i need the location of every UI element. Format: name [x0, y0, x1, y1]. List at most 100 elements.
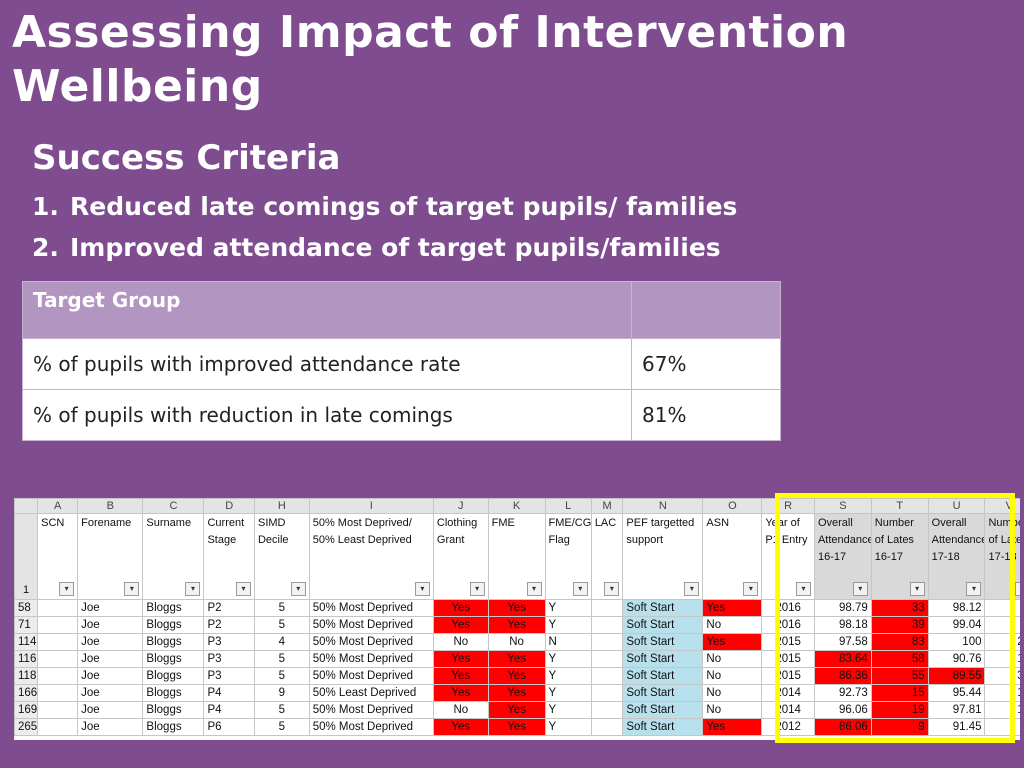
filter-dropdown-icon[interactable]: ▾ [290, 582, 306, 596]
table-cell[interactable]: No [702, 667, 763, 685]
table-cell[interactable]: P3 [203, 633, 255, 651]
table-cell[interactable]: 4 [253, 633, 310, 651]
table-cell[interactable]: No [702, 701, 763, 719]
table-cell[interactable]: Y [544, 718, 592, 736]
filter-dropdown-icon[interactable]: ▾ [414, 582, 430, 596]
table-cell[interactable]: Soft Start [622, 667, 704, 685]
table-cell[interactable]: Soft Start [622, 701, 704, 719]
table-cell[interactable]: P4 [203, 684, 255, 702]
table-cell[interactable]: Y [544, 616, 592, 634]
table-cell[interactable]: Joe [77, 667, 144, 685]
filter-dropdown-icon[interactable]: ▾ [235, 582, 251, 596]
table-cell[interactable]: Yes [432, 616, 489, 634]
column-letter[interactable]: J [432, 498, 489, 514]
table-cell[interactable]: Y [544, 684, 592, 702]
column-letter[interactable]: M [590, 498, 624, 514]
table-cell[interactable]: Yes [432, 684, 489, 702]
table-cell[interactable] [37, 701, 79, 719]
table-cell[interactable]: 100 [927, 633, 986, 651]
table-cell[interactable] [590, 667, 624, 685]
table-cell[interactable]: 50% Least Deprived [308, 684, 434, 702]
table-cell[interactable]: 91.45 [927, 718, 986, 736]
table-cell[interactable]: P4 [203, 701, 255, 719]
table-cell[interactable]: P2 [203, 616, 255, 634]
table-cell[interactable]: Bloggs [142, 599, 205, 617]
filter-dropdown-icon[interactable]: ▾ [795, 582, 811, 596]
table-cell[interactable]: 5 [253, 650, 310, 668]
table-cell[interactable] [37, 667, 79, 685]
table-cell[interactable]: Yes [487, 718, 546, 736]
filter-dropdown-icon[interactable]: ▾ [909, 582, 925, 596]
filter-dropdown-icon[interactable]: ▾ [966, 582, 982, 596]
table-cell[interactable]: Yes [432, 667, 489, 685]
table-cell[interactable]: 86.06 [813, 718, 872, 736]
table-cell[interactable] [590, 616, 624, 634]
corner-cell[interactable] [14, 498, 39, 514]
column-letter[interactable]: D [203, 498, 255, 514]
column-letter[interactable]: H [253, 498, 310, 514]
table-cell[interactable]: Yes [487, 684, 546, 702]
table-cell[interactable]: 9 [870, 718, 929, 736]
table-cell[interactable]: Soft Start [622, 616, 704, 634]
row-number[interactable]: 71 [14, 616, 39, 634]
table-cell[interactable]: No [702, 684, 763, 702]
table-cell[interactable]: 2014 [761, 684, 815, 702]
table-cell[interactable]: Joe [77, 599, 144, 617]
table-cell[interactable] [37, 650, 79, 668]
filter-dropdown-icon[interactable]: ▾ [185, 582, 201, 596]
table-cell[interactable]: Yes [487, 650, 546, 668]
table-cell[interactable]: No [487, 633, 546, 651]
table-cell[interactable]: 97.81 [927, 701, 986, 719]
table-cell[interactable]: 5 [253, 718, 310, 736]
filter-dropdown-icon[interactable]: ▾ [59, 582, 75, 596]
table-cell[interactable]: No [702, 650, 763, 668]
row-number[interactable]: 58 [14, 599, 39, 617]
table-cell[interactable]: Joe [77, 650, 144, 668]
table-cell[interactable]: 2015 [761, 667, 815, 685]
column-letter[interactable]: U [927, 498, 986, 514]
table-cell[interactable]: 2014 [761, 701, 815, 719]
table-cell[interactable]: Yes [432, 650, 489, 668]
table-cell[interactable]: Yes [702, 599, 763, 617]
table-cell[interactable]: 55 [870, 667, 929, 685]
filter-dropdown-icon[interactable]: ▾ [526, 582, 542, 596]
column-letter[interactable]: K [487, 498, 546, 514]
table-cell[interactable]: 50% Most Deprived [308, 599, 434, 617]
row-number[interactable]: 1 [14, 513, 39, 600]
table-cell[interactable]: Yes [487, 701, 546, 719]
table-cell[interactable]: No [432, 633, 489, 651]
table-cell[interactable] [37, 599, 79, 617]
column-letter[interactable]: N [622, 498, 704, 514]
filter-dropdown-icon[interactable]: ▾ [469, 582, 485, 596]
column-letter[interactable]: B [77, 498, 144, 514]
table-cell[interactable]: Bloggs [142, 684, 205, 702]
table-cell[interactable]: Yes [487, 667, 546, 685]
filter-dropdown-icon[interactable]: ▾ [1015, 582, 1020, 596]
table-cell[interactable]: 39 [870, 616, 929, 634]
table-cell[interactable]: Soft Start [622, 718, 704, 736]
column-letter[interactable]: S [813, 498, 872, 514]
table-cell[interactable]: 50% Most Deprived [308, 667, 434, 685]
table-cell[interactable] [590, 650, 624, 668]
filter-active-icon[interactable]: ▾ [684, 582, 700, 596]
filter-dropdown-icon[interactable]: ▾ [604, 582, 620, 596]
table-cell[interactable]: P3 [203, 667, 255, 685]
table-cell[interactable]: 83.64 [813, 650, 872, 668]
table-cell[interactable]: 5 [253, 701, 310, 719]
table-cell[interactable]: Yes [487, 616, 546, 634]
column-letter[interactable]: T [870, 498, 929, 514]
table-cell[interactable]: 5 [253, 667, 310, 685]
table-cell[interactable]: Bloggs [142, 701, 205, 719]
table-cell[interactable] [590, 633, 624, 651]
table-cell[interactable] [590, 684, 624, 702]
table-cell[interactable]: Soft Start [622, 633, 704, 651]
table-cell[interactable]: P2 [203, 599, 255, 617]
column-letter[interactable]: I [308, 498, 434, 514]
column-letter[interactable]: C [142, 498, 205, 514]
row-number[interactable]: 114 [14, 633, 39, 651]
row-number[interactable]: 118 [14, 667, 39, 685]
row-number[interactable]: 116 [14, 650, 39, 668]
table-cell[interactable]: 50% Most Deprived [308, 650, 434, 668]
table-cell[interactable]: 5 [253, 599, 310, 617]
filter-dropdown-icon[interactable]: ▾ [124, 582, 140, 596]
